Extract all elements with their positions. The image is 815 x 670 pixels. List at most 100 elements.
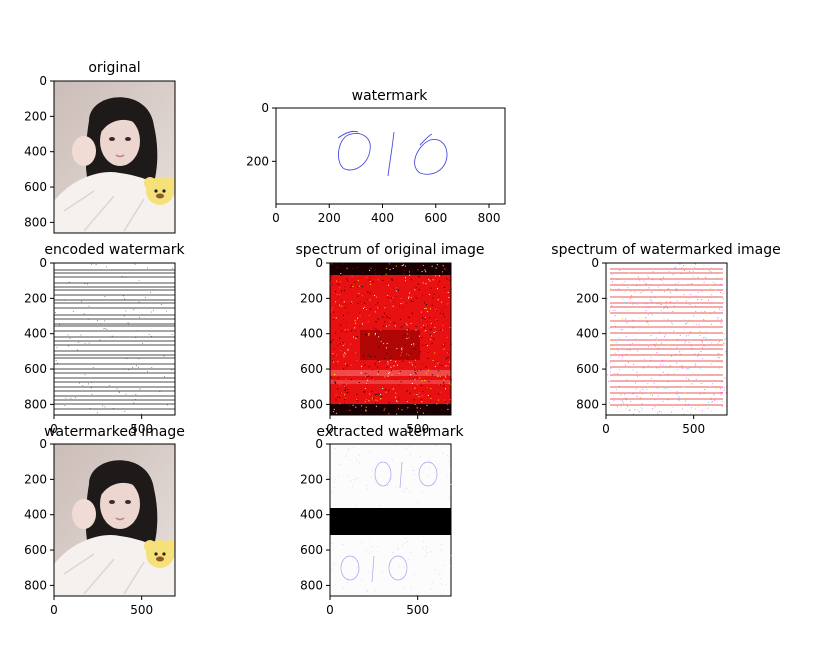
spectrum-dot (396, 348, 398, 350)
spectrum-wm-dot (636, 396, 638, 398)
extracted-dot (357, 477, 359, 479)
spectrum-dot (414, 372, 416, 374)
spectrum-wm-dot (721, 331, 723, 333)
spectrum-dot (414, 378, 416, 380)
spectrum-dot (426, 404, 428, 406)
spectrum-wm-dot (705, 314, 707, 316)
spectrum-wm-dot (697, 276, 699, 278)
spectrum-dot (424, 318, 426, 320)
spectrum-dot (421, 363, 423, 365)
spectrum-wm-dot (682, 386, 684, 388)
spectrum-dot (341, 299, 343, 301)
spectrum-dot (410, 297, 412, 299)
spectrum-wm-dot (701, 340, 703, 342)
spectrum-wm-dot (675, 282, 677, 284)
spectrum-wm-dot (717, 342, 719, 344)
extracted-dot (423, 471, 424, 473)
extracted-dot (330, 459, 332, 461)
spectrum-dot (434, 326, 436, 328)
spectrum-dot (343, 386, 345, 388)
spectrum-dot (332, 339, 334, 341)
spectrum-dot (408, 297, 410, 299)
spectrum-dot (430, 287, 432, 289)
extracted-dot (371, 476, 372, 478)
extracted-dot (365, 550, 367, 552)
spectrum-dot (337, 284, 339, 286)
y-tick-label: 400 (24, 508, 47, 522)
extracted-dot (374, 481, 376, 483)
spectrum-wm-dot (656, 339, 658, 341)
spectrum-dot (406, 337, 408, 339)
spectrum-dot (435, 275, 437, 277)
spectrum-dot (435, 330, 437, 332)
spectrum-dot (403, 334, 405, 336)
x-tick-label: 0 (326, 422, 334, 436)
spectrum-dot (371, 369, 373, 371)
spectrum-dot (394, 325, 396, 327)
spectrum-dot (424, 308, 426, 310)
spectrum-wm-dot (637, 355, 639, 357)
y-tick-label: 0 (315, 256, 323, 270)
spectrum-wm-dot (699, 367, 701, 369)
spectrum-dot (386, 343, 388, 345)
spectrum-dot (357, 280, 359, 282)
spectrum-wm-dot (685, 303, 687, 305)
spectrum-wm-dot (688, 304, 690, 306)
spectrum-dot (406, 390, 408, 392)
encoded-dot (123, 368, 125, 370)
encoded-dot (147, 370, 148, 372)
spectrum-wm-dot (647, 385, 649, 387)
spectrum-wm-dot (704, 336, 706, 338)
spectrum-wm-dot (695, 324, 697, 326)
spectrum-wm-dot (639, 390, 641, 392)
encoded-dot (69, 338, 71, 339)
spectrum-wm-dot (636, 395, 638, 397)
spectrum-dot (417, 412, 419, 414)
spectrum-dot (415, 373, 417, 375)
extracted-dot (413, 574, 415, 576)
spectrum-dot (375, 273, 377, 275)
spectrum-wm-dot (683, 413, 685, 415)
spectrum-dot (341, 330, 343, 332)
spectrum-dot (384, 307, 386, 309)
extracted-dot (415, 594, 417, 596)
encoded-dot (113, 408, 114, 409)
spectrum-dot (439, 384, 441, 386)
spectrum-wm-dot (714, 399, 716, 401)
spectrum-dot (420, 319, 422, 321)
spectrum-wm-dot (673, 372, 675, 374)
spectrum-dot (403, 269, 405, 271)
spectrum-wm-dot (628, 272, 630, 274)
spectrum-dot (346, 365, 348, 367)
spectrum-dot (441, 271, 443, 273)
spectrum-wm-dot (620, 406, 622, 408)
spectrum-dot (420, 272, 422, 274)
spectrum-dot (436, 403, 438, 405)
spectrum-wm-dot (689, 367, 691, 369)
y-tick-label: 0 (39, 437, 47, 451)
x-tick-label: 0 (50, 603, 58, 617)
spectrum-dot (443, 348, 445, 350)
spectrum-dot (414, 387, 416, 389)
spectrum-wm-dot (630, 290, 632, 292)
spectrum-wm-dot (688, 341, 690, 343)
spectrum-dot (442, 324, 444, 326)
spectrum-dot (443, 381, 445, 383)
spectrum-wm-dot (663, 318, 665, 320)
spectrum-dot (368, 333, 370, 335)
spectrum-dot (389, 372, 391, 374)
spectrum-wm-dot (693, 277, 695, 279)
spectrum-dot (379, 339, 381, 341)
spectrum-dot (336, 344, 338, 346)
spectrum-wm-dot (723, 389, 725, 391)
encoded-dot (135, 394, 137, 395)
spectrum-dot (342, 263, 344, 265)
x-tick-label: 500 (406, 603, 429, 617)
spectrum-dot (391, 297, 393, 299)
spectrum-wm-dot (691, 265, 693, 267)
spectrum-dot (408, 271, 410, 273)
extracted-dot (423, 540, 424, 542)
spectrum-wm-dot (687, 410, 689, 412)
spectrum-wm-dot (615, 289, 617, 291)
spectrum-wm-dot (719, 367, 721, 369)
